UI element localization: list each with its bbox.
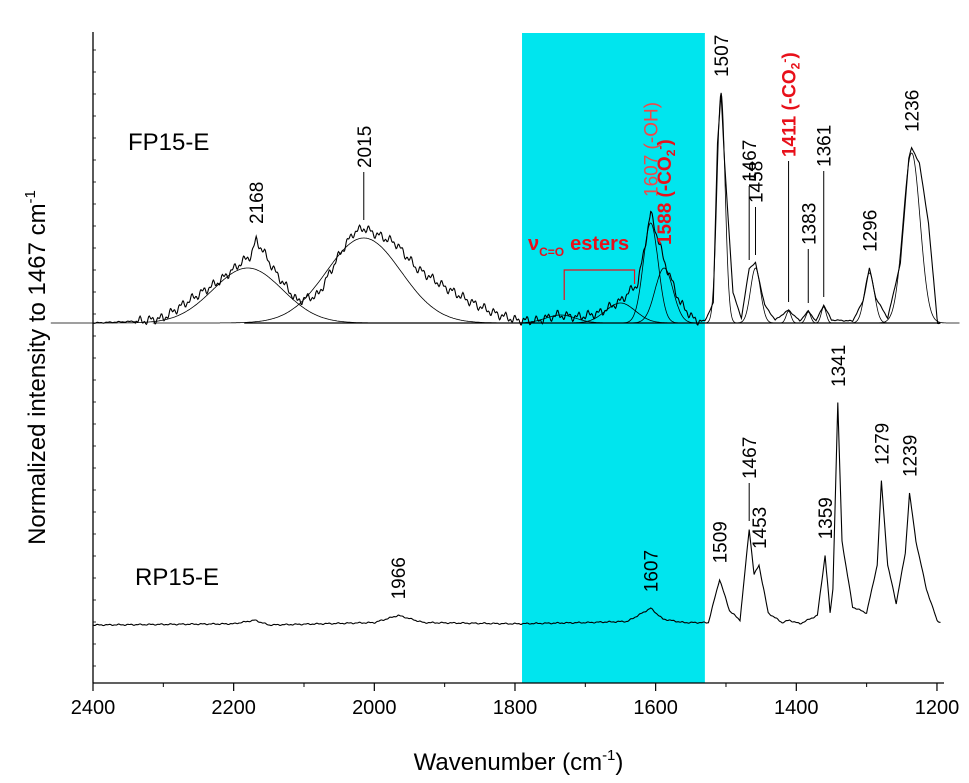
x-tick-label-2200: 2200 [211, 697, 256, 719]
peak-label-1453: 1453 [750, 507, 771, 549]
fit-component-0 [50, 267, 445, 324]
x-tick-label-2400: 2400 [71, 697, 116, 719]
peak-label-1458: 1458 [747, 161, 768, 203]
peak-label-2168: 2168 [247, 182, 268, 224]
x-tick-label-1600: 1600 [633, 697, 678, 719]
peak-label-1383: 1383 [799, 203, 820, 245]
peak-label-1361: 1361 [815, 125, 836, 167]
peak-label-1411-co: 1411 (-CO2-) [778, 52, 803, 157]
peak-label-1239: 1239 [901, 435, 922, 477]
fit-component-5 [613, 267, 715, 324]
fit-component-12 [863, 152, 960, 324]
x-tick-label-1800: 1800 [493, 697, 538, 719]
peak-label-1341: 1341 [829, 345, 850, 387]
x-tick-label-2000: 2000 [352, 697, 397, 719]
y-axis-label: Normalized intensity to 1467 cm-1 [22, 190, 51, 545]
fit-component-1 [152, 237, 575, 324]
fit-component-11 [841, 272, 898, 324]
spectra-curves: FP15-E RP15-E [50, 92, 960, 627]
series-name-rp15-e: RP15-E [135, 564, 219, 591]
fit-component-10 [809, 306, 838, 324]
series-name-fp15-e: FP15-E [128, 129, 209, 156]
highlight-band [522, 33, 705, 683]
x-tick-label-1400: 1400 [774, 697, 819, 719]
peak-label-1607-oh: 1607 (-OH) [642, 102, 663, 197]
peak-label-1588-co: 1588 (-CO2-) [653, 139, 678, 245]
x-tick-label-1200: 1200 [915, 697, 960, 719]
peak-label-1467: 1467 [740, 437, 761, 479]
fit-component-6 [698, 92, 744, 324]
axes: 2400 2200 2000 1800 1600 1400 1200 [71, 32, 959, 719]
esters-bracket [563, 269, 636, 300]
peak-label-1359: 1359 [816, 497, 837, 539]
spectrum-line-rp15-e [92, 402, 941, 627]
peak-label-2015: 2015 [355, 126, 376, 168]
esters-annotation-text: νC=O esters [528, 233, 629, 259]
peak-label-1467: 1467 [740, 140, 761, 182]
peak-label-1607: 1607 [642, 550, 663, 592]
peak-label-1507: 1507 [712, 35, 733, 77]
peak-label-1509: 1509 [711, 521, 732, 563]
peak-label-1966: 1966 [389, 557, 410, 599]
fit-component-7 [727, 267, 784, 324]
peak-label-1279: 1279 [872, 423, 893, 465]
peak-label-1236: 1236 [903, 90, 924, 132]
peak-label-1296: 1296 [860, 210, 881, 252]
fit-component-9 [794, 311, 823, 324]
x-axis-label: Wavenumber (cm-1) [414, 747, 624, 776]
spectrum-line-fp15-e [92, 92, 941, 326]
